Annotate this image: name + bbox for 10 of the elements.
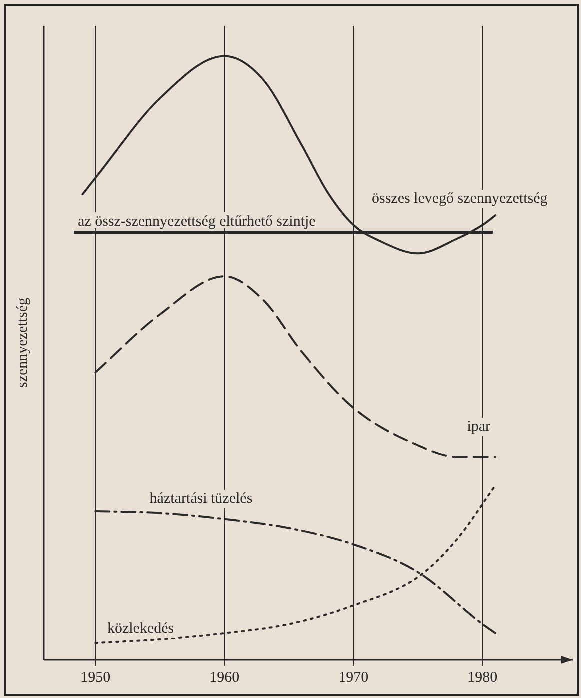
series-label: összes levegő szennyezettség	[372, 190, 548, 207]
x-tick-label: 1970	[338, 670, 369, 686]
series-label: közlekedés	[107, 621, 174, 638]
ref-line-label: az össz-szennyezettség eltűrhető szintje	[78, 214, 316, 230]
y-axis-title: szennyezettség	[14, 298, 31, 388]
x-tick-label: 1950	[80, 670, 111, 686]
x-tick-label: 1980	[468, 670, 498, 686]
x-tick-label: 1960	[210, 670, 240, 686]
series-label: háztartási tüzelés	[150, 491, 253, 508]
series-label: ipar	[467, 419, 491, 436]
